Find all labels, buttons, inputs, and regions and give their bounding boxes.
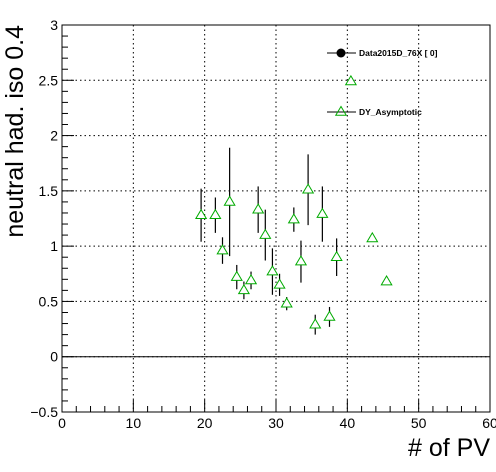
x-tick-label: 0 [58, 415, 66, 431]
data-point-triangle [323, 310, 336, 321]
data-point-triangle [330, 250, 343, 261]
data-point-triangle [230, 270, 243, 281]
data-point-triangle [216, 244, 229, 255]
data-point-triangle [287, 213, 300, 224]
data-point-triangle [316, 207, 329, 218]
data-point-triangle [252, 203, 265, 214]
data-point-triangle [266, 265, 279, 276]
y-tick-label: 0.5 [39, 293, 59, 309]
legend-label-dy: DY_Asymptotic [359, 107, 422, 117]
legend-marker-dy [334, 105, 348, 116]
data-point-triangle [194, 208, 208, 219]
x-tick-label: 50 [411, 415, 427, 431]
x-tick-label: 40 [340, 415, 356, 431]
data-points [194, 74, 393, 335]
legend: Data2015D_76X [ 0] DY_Asymptotic [327, 48, 438, 117]
data-point-triangle [309, 318, 322, 329]
data-point-triangle [280, 297, 293, 308]
data-point-triangle [380, 275, 393, 286]
y-tick-label: 2 [50, 128, 58, 144]
y-tick-label: 1.5 [39, 183, 59, 199]
data-point-triangle [244, 273, 258, 285]
x-tick-label: 20 [197, 415, 213, 431]
y-tick-label: 0 [50, 349, 58, 365]
data-point-triangle [294, 255, 308, 266]
data-point-triangle [209, 208, 222, 219]
legend-label-data: Data2015D_76X [ 0] [359, 48, 438, 58]
data-point-triangle [273, 278, 286, 289]
x-tick-labels: 0 10 20 30 40 50 60 [58, 415, 496, 431]
x-tick-label: 10 [126, 415, 142, 431]
x-axis-title: # of PV [408, 434, 490, 462]
y-tick-label: 3 [50, 17, 58, 33]
y-tick-label: 1 [50, 238, 58, 254]
axis-ticks [61, 24, 491, 413]
data-point-triangle [301, 183, 315, 194]
x-tick-label: 30 [268, 415, 284, 431]
y-tick-labels: −0.5 0 0.5 1 1.5 2 2.5 3 [30, 17, 58, 420]
legend-marker-data [336, 48, 346, 58]
x-tick-label: 60 [482, 415, 496, 431]
y-axis-title: neutral had. iso 0.4 [1, 25, 29, 238]
data-point-triangle [259, 228, 272, 239]
y-tick-label: 2.5 [39, 72, 59, 88]
data-point-triangle [237, 283, 251, 295]
grid [62, 25, 490, 412]
data-point-triangle [344, 74, 358, 86]
data-point-triangle [223, 195, 236, 206]
y-tick-label: −0.5 [30, 404, 58, 420]
data-point-triangle [366, 231, 379, 243]
